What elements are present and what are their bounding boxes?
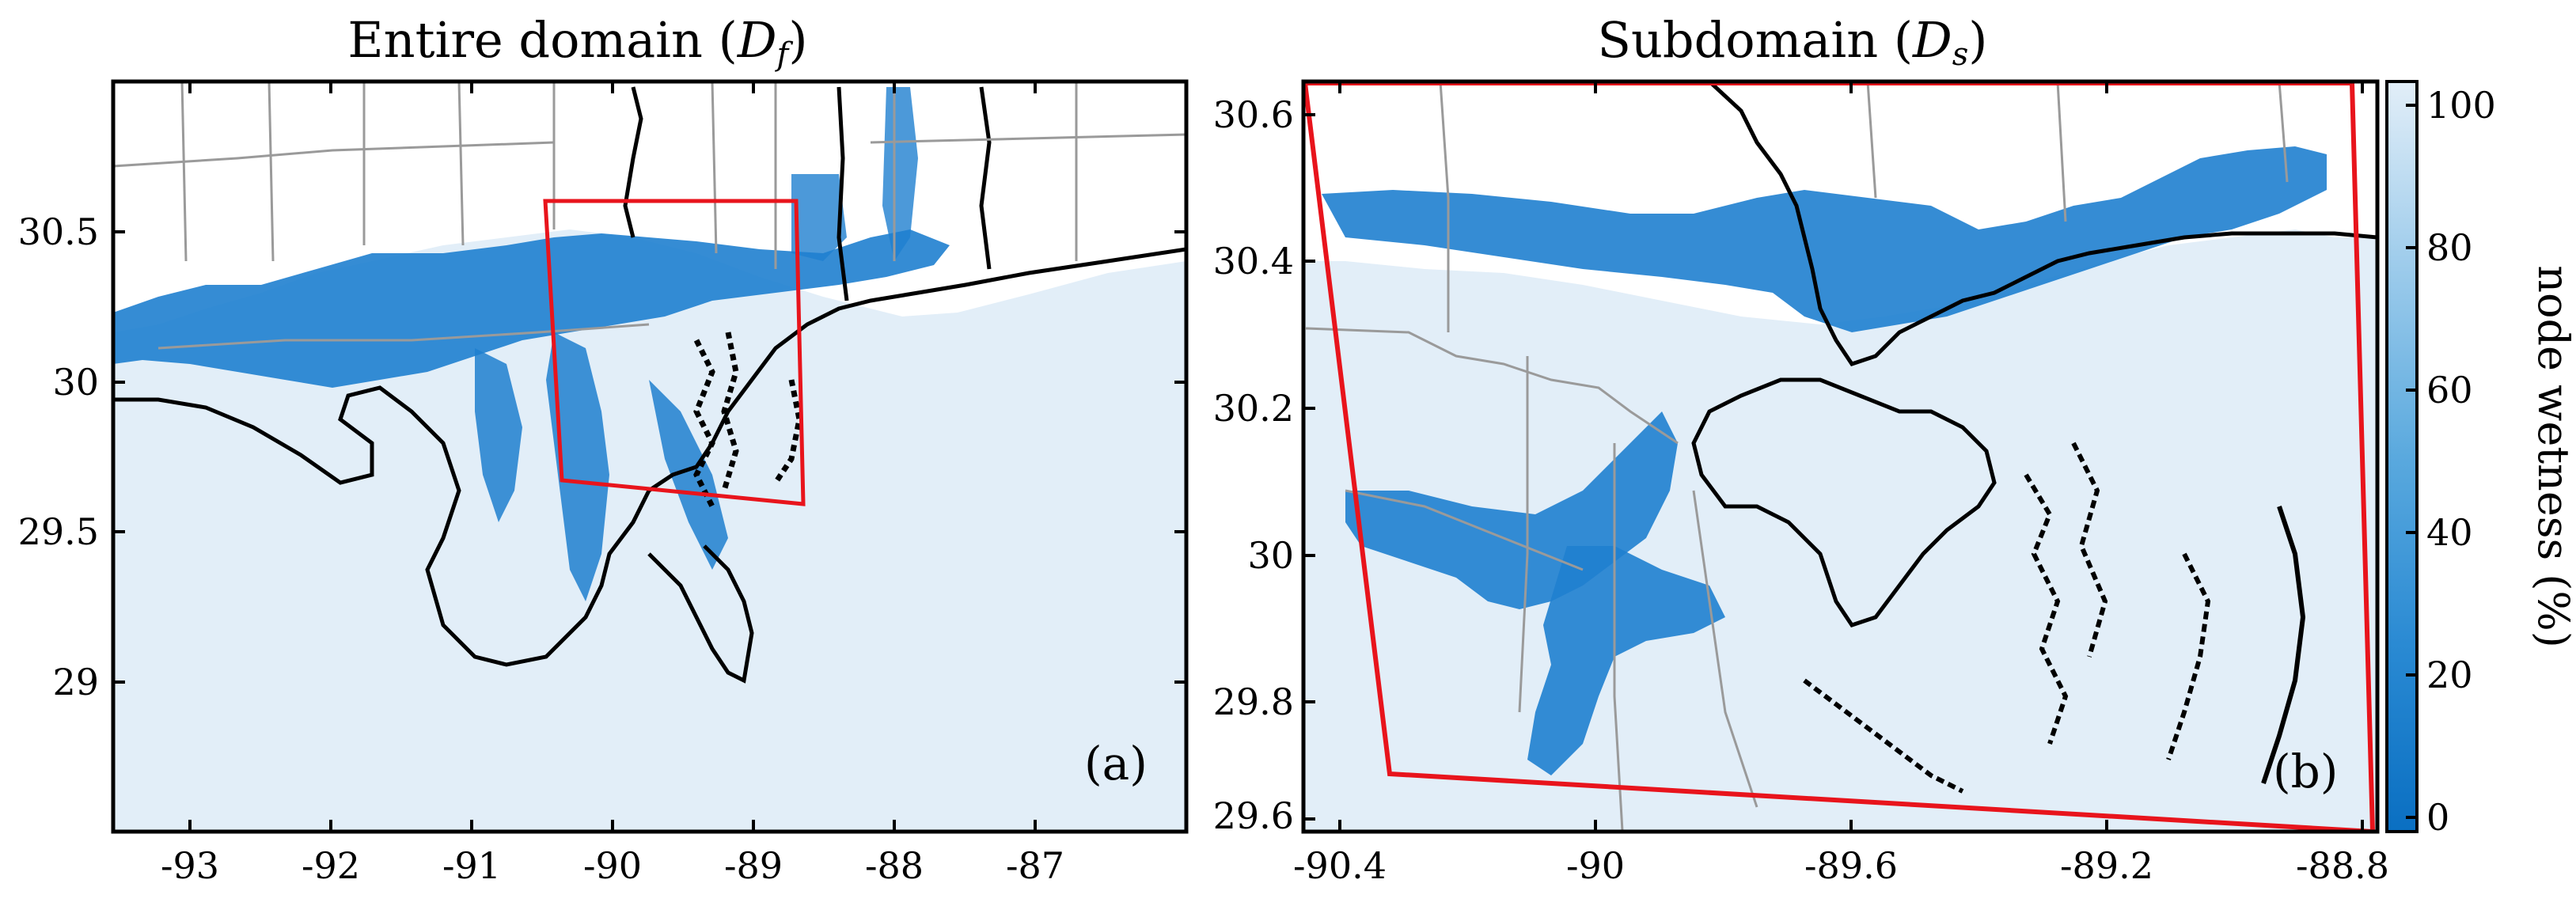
coastline: [623, 86, 643, 238]
panel-a-map: [111, 79, 1189, 834]
x-tick-label: -88: [865, 844, 924, 887]
colorbar-tick-label: 100: [2426, 84, 2496, 127]
x-tick-label: -89: [724, 844, 783, 887]
x-tick-label: -92: [302, 844, 360, 887]
wet-channel: [791, 174, 847, 261]
y-tick-label: 30: [52, 361, 99, 404]
y-tick-label: 30.6: [1213, 93, 1294, 136]
y-tick-label: 29: [52, 661, 99, 703]
coastline: [647, 544, 754, 684]
subdomain-box: [543, 199, 806, 506]
y-tick-label: 30: [1247, 534, 1294, 577]
colorbar-label: node wetness (%): [2529, 265, 2576, 648]
x-tick-label: -90: [1566, 844, 1625, 887]
panel-b-label: (b): [2273, 745, 2338, 798]
x-tick-label: -89.2: [2060, 844, 2153, 887]
panel-a-label: (a): [1084, 737, 1148, 790]
panel-a-x-axis: [188, 82, 1037, 832]
panel-b-map: [1301, 79, 2380, 834]
colorbar-tick-label: 60: [2426, 369, 2473, 411]
colorbar-tick-label: 20: [2426, 654, 2473, 696]
x-tick-label: -89.6: [1804, 844, 1898, 887]
panel-b-frame: [1301, 79, 2380, 834]
colorbar-tick-label: 0: [2426, 796, 2449, 839]
marsh-islands: [1803, 442, 2211, 794]
y-tick-label: 30.2: [1213, 387, 1294, 430]
coastline: [979, 86, 992, 270]
county-lines: [113, 82, 1186, 350]
wet-channel: [475, 348, 522, 522]
y-tick-label: 29.6: [1213, 794, 1294, 837]
wet-band: [113, 229, 950, 388]
coastline: [1691, 377, 1997, 627]
x-tick-label: -90.4: [1293, 844, 1387, 887]
coastline: [113, 247, 1186, 667]
colorbar-gradient: [2385, 80, 2419, 833]
y-tick-label: 30.4: [1213, 240, 1294, 282]
x-tick-label: -93: [161, 844, 219, 887]
x-tick-label: -91: [442, 844, 501, 887]
panel-b-title: Subdomain (Ds): [1598, 11, 1988, 73]
panel-a-frame: [111, 79, 1189, 834]
wet-band: [1527, 546, 1725, 775]
panel-a-title: Entire domain (Df): [347, 11, 807, 73]
marsh-islands: [693, 332, 802, 508]
x-tick-label: -90: [583, 844, 642, 887]
wet-channel: [882, 87, 918, 261]
y-tick-label: 29.5: [18, 510, 99, 553]
wet-channel: [649, 380, 728, 570]
y-tick-label: 30.5: [18, 210, 99, 253]
marsh-islands: [2261, 506, 2306, 784]
coastline: [837, 86, 849, 301]
y-tick-label: 29.8: [1213, 680, 1294, 723]
coastline: [1708, 82, 2377, 366]
wet-channel: [546, 332, 609, 601]
colorbar-tick-label: 80: [2426, 226, 2473, 269]
colorbar: 100 80 60 40 20 0 node wetness (%): [2385, 80, 2576, 839]
wet-band: [1322, 146, 2327, 332]
x-tick-label: -88.8: [2296, 844, 2389, 887]
x-tick-label: -87: [1006, 844, 1064, 887]
land-area: [113, 82, 1186, 332]
colorbar-tick-label: 40: [2426, 511, 2473, 554]
